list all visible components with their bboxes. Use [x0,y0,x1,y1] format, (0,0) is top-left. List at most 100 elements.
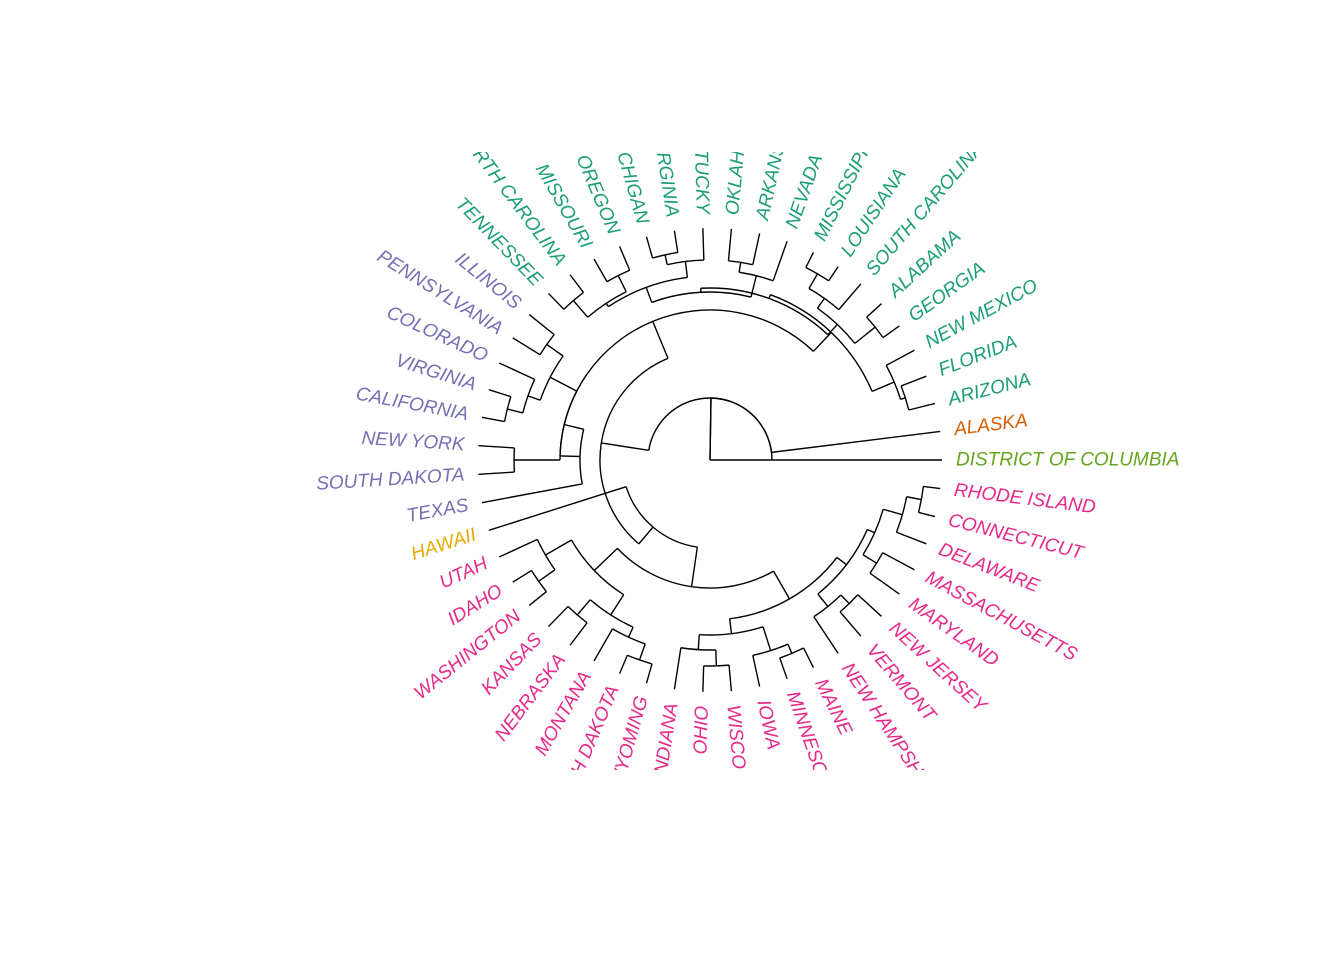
leaf-label: IOWA [752,698,783,752]
branch-line [645,663,653,684]
leaf-label: SOUTH DAKOTA [316,465,466,495]
branch-line [802,647,815,668]
branch-line [885,349,915,366]
branch-line [702,228,705,261]
branch-line [664,254,668,265]
branch-line [512,569,532,583]
branch-line [813,616,839,654]
branch-line [882,552,915,571]
branch-line [593,628,614,662]
leaf-label: RHODE ISLAND [953,480,1097,518]
branch-line [549,376,578,392]
branch-line [808,273,819,289]
branch-line [673,647,682,690]
branch-line [752,655,761,687]
branch-line [866,303,882,318]
branch-line [836,556,847,566]
branch-line [618,246,631,271]
branch-arc [616,547,774,589]
branch-arc [869,552,884,574]
branch-line [817,593,829,607]
branch-line [488,389,512,398]
leaf-label: ARIZONA [945,369,1033,410]
branch-line [617,275,627,293]
branch-arc [579,429,585,485]
branch-line [862,554,878,564]
branch-line [805,252,815,268]
leaf-labels: DISTRICT OF COLUMBIAALASKAARIZONAFLORIDA… [316,107,1180,816]
branch-line [547,605,569,628]
branch-line [787,643,793,654]
branch-line [812,331,832,352]
branch-arc [739,271,774,282]
branch-line [569,274,585,293]
branch-line [478,445,515,449]
branch-line [618,654,629,674]
branch-line [768,294,772,299]
leaf-label: DISTRICT OF COLUMBIA [956,450,1179,471]
branch-line [697,634,700,650]
branch-line [772,240,788,282]
branch-line [481,416,505,423]
branch-arc [625,486,698,548]
leaf-label: NEW YORK [361,428,467,455]
branch-line [547,292,565,310]
branch-line [498,362,535,380]
branch-line [576,599,591,616]
branch-line [560,455,581,458]
branch-line [867,528,875,534]
dendrogram: DISTRICT OF COLUMBIAALASKAARIZONAFLORIDA… [316,107,1180,816]
branch-line [838,283,862,311]
branch-line [771,430,941,454]
branch-arc [900,385,910,411]
branch-line [839,611,862,637]
leaf-label: TEXAS [405,495,470,527]
branch-line [906,496,922,501]
branch-line [652,321,669,359]
leaf-label: ALASKA [952,410,1029,440]
branch-arc [700,287,829,336]
branch-line [728,665,733,692]
branch-line [882,325,900,339]
branch-line [528,591,547,606]
branch-line [871,381,895,393]
branch-arc [699,626,764,636]
leaf-label: KENTUCKY [689,110,713,215]
branch-line [882,508,903,516]
branch-line [627,626,634,638]
branch-line [478,471,515,475]
branch-line [727,228,733,261]
branch-line [498,538,538,558]
branch-line [569,622,588,646]
branch-line [538,569,556,582]
branch-line [779,657,788,680]
leaf-label: WISCONSIN [722,704,753,816]
branch-line [593,258,608,282]
branch-line [738,262,742,273]
leaf-label: INDIANA [650,701,683,780]
branch-line [816,297,825,309]
branch-line [638,643,646,661]
branch-line [896,531,927,545]
branch-line [854,326,876,344]
branch-line [728,618,733,634]
branch-line [918,511,936,518]
branch-line [512,337,541,356]
branch-arc [612,628,646,645]
branch-line [645,287,653,303]
branch-line [900,397,906,401]
leaf-label: CALIFORNIA [354,384,470,426]
branch-line [481,483,583,504]
leaf-label: OKLAHOMA [722,107,753,216]
branch-arc [539,334,555,356]
branch-line [869,572,900,595]
dendrogram-branches [478,228,942,692]
branch-arc [667,259,704,266]
branch-arc [599,357,669,545]
branch-arc [703,664,730,667]
branch-line [645,236,654,259]
branch-arc [607,276,688,308]
branch-line [923,485,941,490]
branch-line [684,261,689,278]
